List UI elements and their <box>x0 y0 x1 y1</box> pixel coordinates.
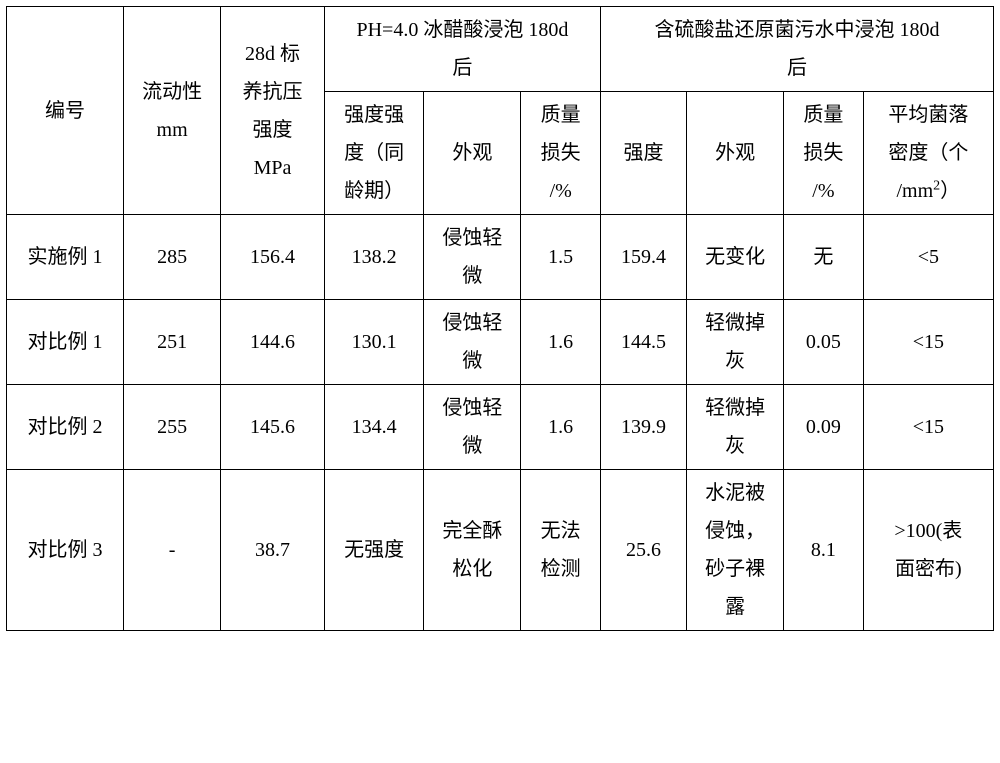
hdr-28d-strength: 28d 标 养抗压 强度 MPa <box>221 7 325 215</box>
hdr-srb-appearance: 外观 <box>687 92 784 215</box>
header-row-1: 编号 流动性 mm 28d 标 养抗压 强度 MPa PH=4.0 冰醋酸浸泡 … <box>7 7 994 92</box>
cell-srb-appearance: 轻微掉 灰 <box>687 300 784 385</box>
cell-srb-colony: <15 <box>863 300 993 385</box>
hdr-srb-strength: 强度 <box>600 92 686 215</box>
cell-acid-massloss: 1.6 <box>521 300 601 385</box>
cell-28d: 156.4 <box>221 215 325 300</box>
cell-srb-strength: 159.4 <box>600 215 686 300</box>
cell-srb-appearance: 无变化 <box>687 215 784 300</box>
cell-srb-massloss: 0.05 <box>784 300 863 385</box>
cell-acid-strength: 130.1 <box>324 300 423 385</box>
hdr-srb-colony: 平均菌落 密度（个 /mm2） <box>863 92 993 215</box>
table-row: 对比例 1 251 144.6 130.1 侵蚀轻 微 1.6 144.5 轻微… <box>7 300 994 385</box>
data-table: 编号 流动性 mm 28d 标 养抗压 强度 MPa PH=4.0 冰醋酸浸泡 … <box>6 6 994 631</box>
hdr-acid-appearance: 外观 <box>424 92 521 215</box>
cell-acid-strength: 无强度 <box>324 470 423 631</box>
cell-fluidity: - <box>124 470 221 631</box>
hdr-id: 编号 <box>7 7 124 215</box>
cell-srb-appearance: 水泥被 侵蚀， 砂子裸 露 <box>687 470 784 631</box>
cell-28d: 38.7 <box>221 470 325 631</box>
cell-srb-strength: 139.9 <box>600 385 686 470</box>
cell-acid-strength: 134.4 <box>324 385 423 470</box>
cell-acid-appearance: 完全酥 松化 <box>424 470 521 631</box>
cell-srb-colony: <5 <box>863 215 993 300</box>
cell-acid-strength: 138.2 <box>324 215 423 300</box>
table-row: 对比例 2 255 145.6 134.4 侵蚀轻 微 1.6 139.9 轻微… <box>7 385 994 470</box>
table-row: 实施例 1 285 156.4 138.2 侵蚀轻 微 1.5 159.4 无变… <box>7 215 994 300</box>
cell-srb-massloss: 无 <box>784 215 863 300</box>
hdr-srb-massloss: 质量 损失 /% <box>784 92 863 215</box>
cell-srb-massloss: 0.09 <box>784 385 863 470</box>
cell-acid-appearance: 侵蚀轻 微 <box>424 215 521 300</box>
cell-srb-strength: 144.5 <box>600 300 686 385</box>
cell-id: 实施例 1 <box>7 215 124 300</box>
cell-id: 对比例 1 <box>7 300 124 385</box>
cell-fluidity: 251 <box>124 300 221 385</box>
cell-acid-massloss: 1.5 <box>521 215 601 300</box>
cell-srb-colony: <15 <box>863 385 993 470</box>
cell-acid-appearance: 侵蚀轻 微 <box>424 300 521 385</box>
cell-28d: 145.6 <box>221 385 325 470</box>
cell-srb-massloss: 8.1 <box>784 470 863 631</box>
hdr-group-srb: 含硫酸盐还原菌污水中浸泡 180d 后 <box>600 7 993 92</box>
cell-id: 对比例 2 <box>7 385 124 470</box>
cell-acid-massloss: 无法 检测 <box>521 470 601 631</box>
cell-28d: 144.6 <box>221 300 325 385</box>
cell-srb-colony: >100(表 面密布) <box>863 470 993 631</box>
cell-fluidity: 255 <box>124 385 221 470</box>
cell-acid-appearance: 侵蚀轻 微 <box>424 385 521 470</box>
hdr-acid-strength: 强度强 度（同 龄期） <box>324 92 423 215</box>
cell-acid-massloss: 1.6 <box>521 385 601 470</box>
cell-fluidity: 285 <box>124 215 221 300</box>
hdr-acid-massloss: 质量 损失 /% <box>521 92 601 215</box>
cell-id: 对比例 3 <box>7 470 124 631</box>
cell-srb-appearance: 轻微掉 灰 <box>687 385 784 470</box>
cell-srb-strength: 25.6 <box>600 470 686 631</box>
hdr-fluidity: 流动性 mm <box>124 7 221 215</box>
hdr-group-acid: PH=4.0 冰醋酸浸泡 180d 后 <box>324 7 600 92</box>
table-row: 对比例 3 - 38.7 无强度 完全酥 松化 无法 检测 25.6 水泥被 侵… <box>7 470 994 631</box>
